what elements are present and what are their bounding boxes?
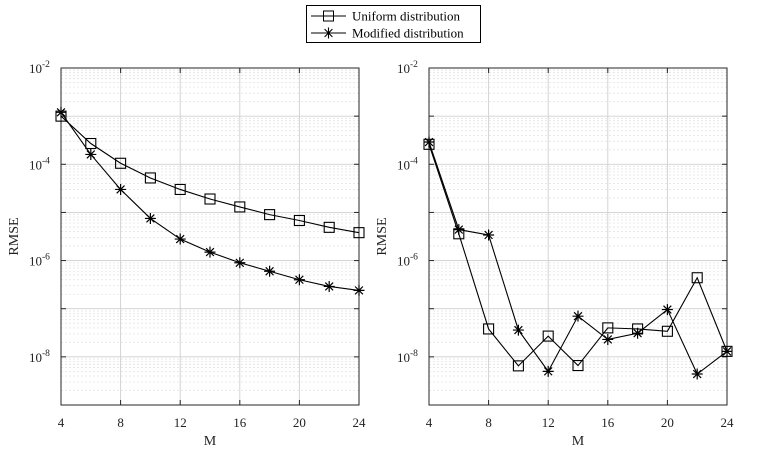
legend-label-uniform: Uniform distribution bbox=[352, 9, 460, 24]
series-line-modified bbox=[60, 112, 360, 291]
y-tick-label: 10-8 bbox=[29, 349, 50, 365]
data-point-asterisk bbox=[721, 345, 733, 357]
asterisk-icon bbox=[323, 27, 334, 39]
data-point-square bbox=[572, 359, 584, 372]
y-tick-label: 10-2 bbox=[397, 60, 418, 76]
x-axis-title: M bbox=[204, 434, 217, 449]
x-tick-label: 8 bbox=[117, 415, 124, 430]
data-point-asterisk bbox=[632, 327, 644, 339]
x-tick-label: 20 bbox=[293, 415, 306, 430]
y-tick-label: 10-6 bbox=[29, 253, 50, 269]
legend-entry-modified: Modified distribution bbox=[311, 26, 464, 41]
plot-frame bbox=[428, 67, 728, 406]
data-point-asterisk bbox=[115, 183, 127, 195]
data-point-asterisk bbox=[234, 257, 246, 269]
data-point-asterisk bbox=[204, 246, 216, 258]
y-tick-label: 10-4 bbox=[29, 156, 50, 172]
data-point-square bbox=[483, 323, 495, 335]
data-point-square bbox=[264, 209, 276, 221]
y-tick-label: 10-4 bbox=[397, 156, 418, 172]
legend-entry-uniform: Uniform distribution bbox=[311, 9, 460, 24]
y-axis-title: RMSE bbox=[7, 217, 22, 255]
data-point-asterisk bbox=[691, 368, 703, 380]
data-point-asterisk bbox=[55, 106, 67, 118]
y-tick-label: 10-8 bbox=[397, 349, 418, 365]
data-point-asterisk bbox=[264, 265, 276, 277]
data-point-asterisk bbox=[602, 333, 614, 345]
data-point-asterisk bbox=[174, 233, 186, 245]
series-line-modified bbox=[428, 141, 728, 375]
data-point-asterisk bbox=[661, 304, 673, 316]
legend-label-modified: Modified distribution bbox=[352, 26, 464, 41]
series-line-uniform bbox=[428, 144, 728, 367]
data-point-square bbox=[661, 325, 673, 337]
data-point-square bbox=[542, 330, 554, 342]
data-point-asterisk bbox=[423, 136, 435, 148]
x-tick-label: 20 bbox=[661, 415, 674, 430]
data-point-asterisk bbox=[483, 229, 495, 241]
data-point-square bbox=[602, 322, 614, 334]
series-line-uniform bbox=[60, 115, 360, 234]
data-point-asterisk bbox=[453, 224, 465, 236]
data-point-asterisk bbox=[323, 280, 335, 292]
data-point-asterisk bbox=[85, 148, 97, 160]
x-tick-label: 24 bbox=[721, 415, 735, 430]
data-point-square bbox=[144, 172, 156, 184]
data-point-square bbox=[293, 214, 305, 227]
y-tick-label: 10-6 bbox=[397, 253, 418, 269]
x-tick-label: 4 bbox=[426, 415, 433, 430]
y-tick-label: 10-2 bbox=[29, 60, 50, 76]
chart-panel-left: 4 8 12 16 20 24 10-2 10-4 10-6 10-8 M RMSE bbox=[7, 60, 366, 449]
data-point-asterisk bbox=[293, 274, 305, 286]
data-point-asterisk bbox=[542, 365, 554, 377]
data-point-square bbox=[174, 183, 186, 196]
data-point-square bbox=[512, 360, 524, 372]
chart-panel-right: 4 8 12 16 20 24 10-2 10-4 10-6 10-8 M RMSE bbox=[375, 60, 734, 449]
data-point-asterisk bbox=[144, 212, 156, 224]
data-point-square bbox=[234, 201, 246, 213]
data-point-asterisk bbox=[512, 324, 524, 336]
data-point-asterisk bbox=[353, 284, 365, 296]
data-point-square bbox=[85, 137, 97, 150]
x-tick-label: 8 bbox=[485, 415, 492, 430]
legend-box bbox=[306, 5, 481, 43]
x-tick-label: 12 bbox=[174, 415, 187, 430]
y-axis-title: RMSE bbox=[375, 217, 390, 255]
x-tick-label: 16 bbox=[601, 415, 615, 430]
square-icon bbox=[323, 10, 334, 22]
data-point-square bbox=[323, 221, 335, 233]
plot-frame bbox=[60, 67, 360, 406]
data-point-asterisk bbox=[572, 310, 584, 322]
x-tick-label: 24 bbox=[353, 415, 367, 430]
legend: Uniform distribution Modified distributi… bbox=[306, 5, 481, 43]
x-axis-title: M bbox=[572, 434, 585, 449]
data-point-square bbox=[691, 272, 703, 284]
data-point-square bbox=[353, 227, 365, 239]
data-point-square bbox=[204, 193, 216, 205]
x-tick-label: 12 bbox=[542, 415, 555, 430]
x-tick-label: 4 bbox=[58, 415, 65, 430]
data-point-square bbox=[115, 157, 127, 169]
x-tick-label: 16 bbox=[233, 415, 247, 430]
